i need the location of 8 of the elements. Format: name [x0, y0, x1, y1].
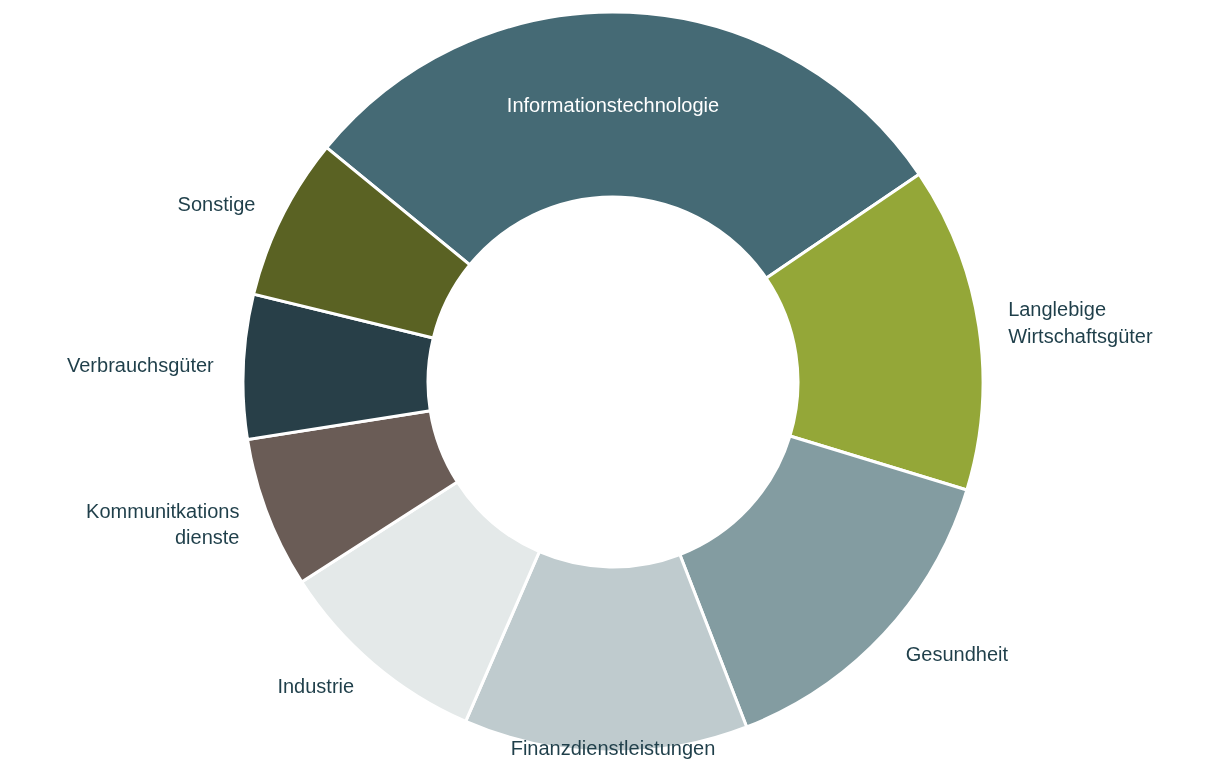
slice-label: Industrie — [277, 675, 355, 698]
slice-label: Langlebige Wirtschaftsgüter — [1008, 298, 1153, 347]
slice-label: Kommunitkations dienste — [86, 499, 240, 549]
slice-label: Sonstige — [177, 192, 256, 215]
slice-label: Finanzdienstleistungen — [510, 737, 716, 760]
slice-label: Informationstechnologie — [506, 93, 720, 116]
slice-label: Gesundheit — [905, 643, 1009, 666]
slice-label: Verbrauchsgüter — [66, 354, 215, 377]
